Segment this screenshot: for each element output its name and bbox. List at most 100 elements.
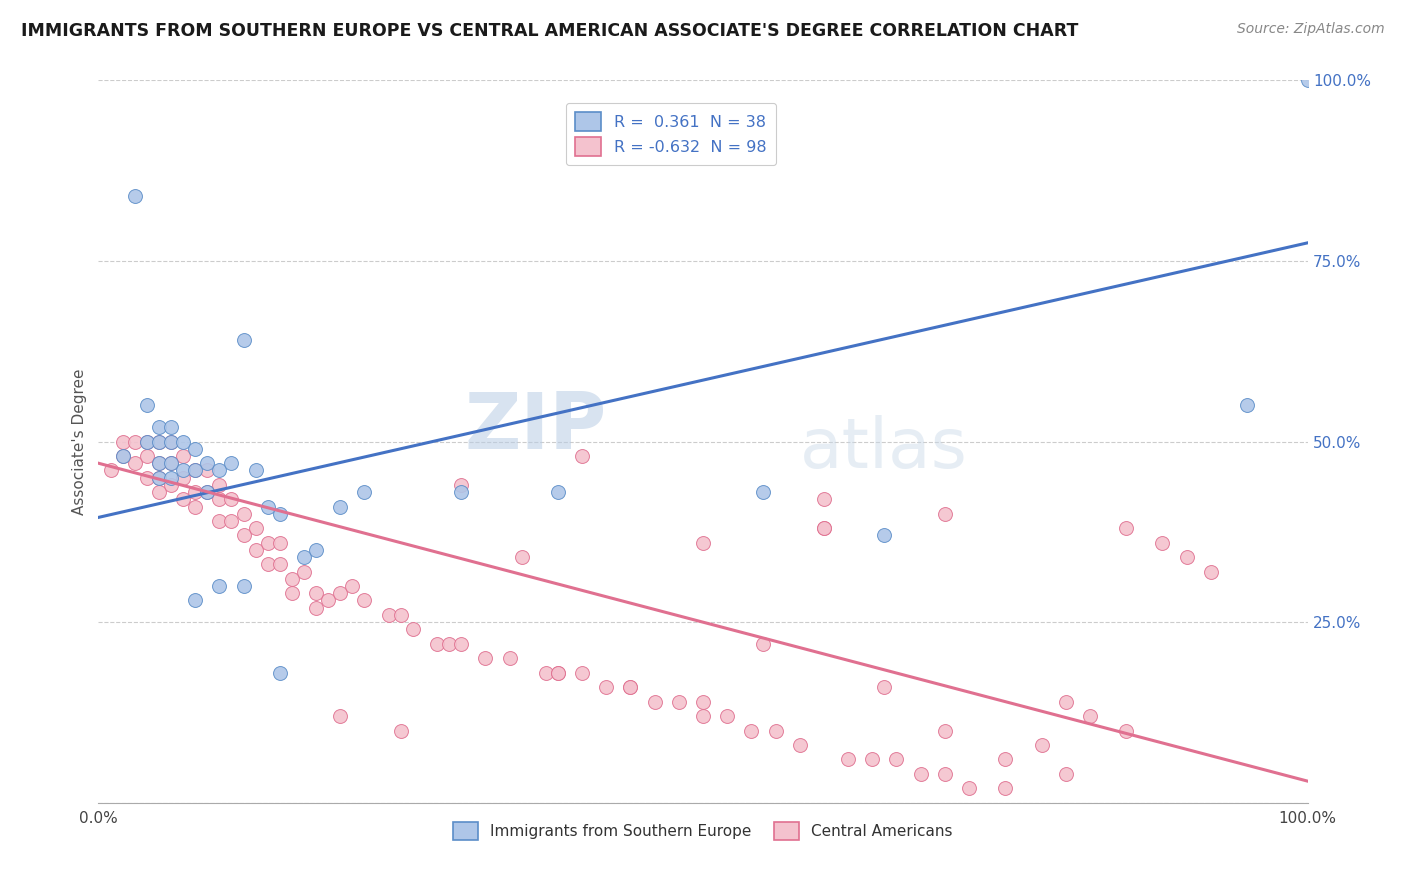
Text: ZIP: ZIP — [464, 389, 606, 465]
Point — [148, 470, 170, 484]
Point — [619, 680, 641, 694]
Point — [148, 434, 170, 449]
Point — [184, 463, 207, 477]
Point — [957, 781, 980, 796]
Point — [256, 535, 278, 549]
Point — [1199, 565, 1222, 579]
Point — [135, 470, 157, 484]
Point — [1152, 535, 1174, 549]
Point — [837, 752, 859, 766]
Point — [389, 607, 412, 622]
Point — [1175, 550, 1198, 565]
Point — [353, 593, 375, 607]
Point — [256, 500, 278, 514]
Point — [208, 463, 231, 477]
Point — [1115, 521, 1137, 535]
Point — [172, 492, 194, 507]
Text: IMMIGRANTS FROM SOUTHERN EUROPE VS CENTRAL AMERICAN ASSOCIATE'S DEGREE CORRELATI: IMMIGRANTS FROM SOUTHERN EUROPE VS CENTR… — [21, 22, 1078, 40]
Point — [100, 463, 122, 477]
Text: atlas: atlas — [800, 416, 967, 483]
Point — [860, 752, 883, 766]
Point — [595, 680, 617, 694]
Point — [221, 492, 243, 507]
Point — [994, 781, 1017, 796]
Point — [269, 665, 291, 680]
Y-axis label: Associate's Degree: Associate's Degree — [72, 368, 87, 515]
Point — [534, 665, 557, 680]
Point — [752, 637, 775, 651]
Point — [172, 449, 194, 463]
Point — [111, 449, 134, 463]
Point — [208, 514, 231, 528]
Point — [184, 463, 207, 477]
Point — [232, 334, 254, 348]
Point — [389, 723, 412, 738]
Point — [377, 607, 399, 622]
Point — [619, 680, 641, 694]
Point — [910, 767, 932, 781]
Point — [426, 637, 449, 651]
Point — [245, 463, 267, 477]
Point — [692, 709, 714, 723]
Point — [221, 514, 243, 528]
Point — [1054, 695, 1077, 709]
Point — [994, 752, 1017, 766]
Point — [269, 558, 291, 572]
Point — [269, 507, 291, 521]
Point — [740, 723, 762, 738]
Point — [305, 586, 328, 600]
Point — [256, 558, 278, 572]
Point — [873, 528, 896, 542]
Point — [195, 485, 218, 500]
Point — [402, 623, 425, 637]
Point — [172, 463, 194, 477]
Point — [450, 637, 472, 651]
Point — [124, 434, 146, 449]
Point — [184, 500, 207, 514]
Point — [692, 535, 714, 549]
Point — [111, 434, 134, 449]
Point — [510, 550, 533, 565]
Point — [813, 521, 835, 535]
Point — [934, 767, 956, 781]
Point — [208, 579, 231, 593]
Point — [135, 449, 157, 463]
Point — [148, 456, 170, 470]
Point — [692, 695, 714, 709]
Point — [474, 651, 496, 665]
Point — [148, 420, 170, 434]
Point — [172, 434, 194, 449]
Point — [281, 572, 304, 586]
Point — [305, 542, 328, 557]
Point — [547, 665, 569, 680]
Point — [1296, 73, 1319, 87]
Point — [148, 434, 170, 449]
Point — [111, 449, 134, 463]
Point — [184, 442, 207, 456]
Point — [148, 485, 170, 500]
Point — [498, 651, 520, 665]
Point — [571, 449, 593, 463]
Point — [245, 542, 267, 557]
Point — [232, 579, 254, 593]
Point — [353, 485, 375, 500]
Point — [135, 434, 157, 449]
Point — [292, 565, 315, 579]
Point — [450, 478, 472, 492]
Point — [160, 456, 183, 470]
Point — [195, 456, 218, 470]
Point — [886, 752, 908, 766]
Point — [184, 485, 207, 500]
Point — [305, 600, 328, 615]
Point — [873, 680, 896, 694]
Point — [160, 456, 183, 470]
Point — [208, 492, 231, 507]
Point — [716, 709, 738, 723]
Point — [450, 485, 472, 500]
Point — [245, 521, 267, 535]
Point — [172, 470, 194, 484]
Point — [160, 434, 183, 449]
Point — [221, 456, 243, 470]
Point — [329, 500, 352, 514]
Point — [547, 665, 569, 680]
